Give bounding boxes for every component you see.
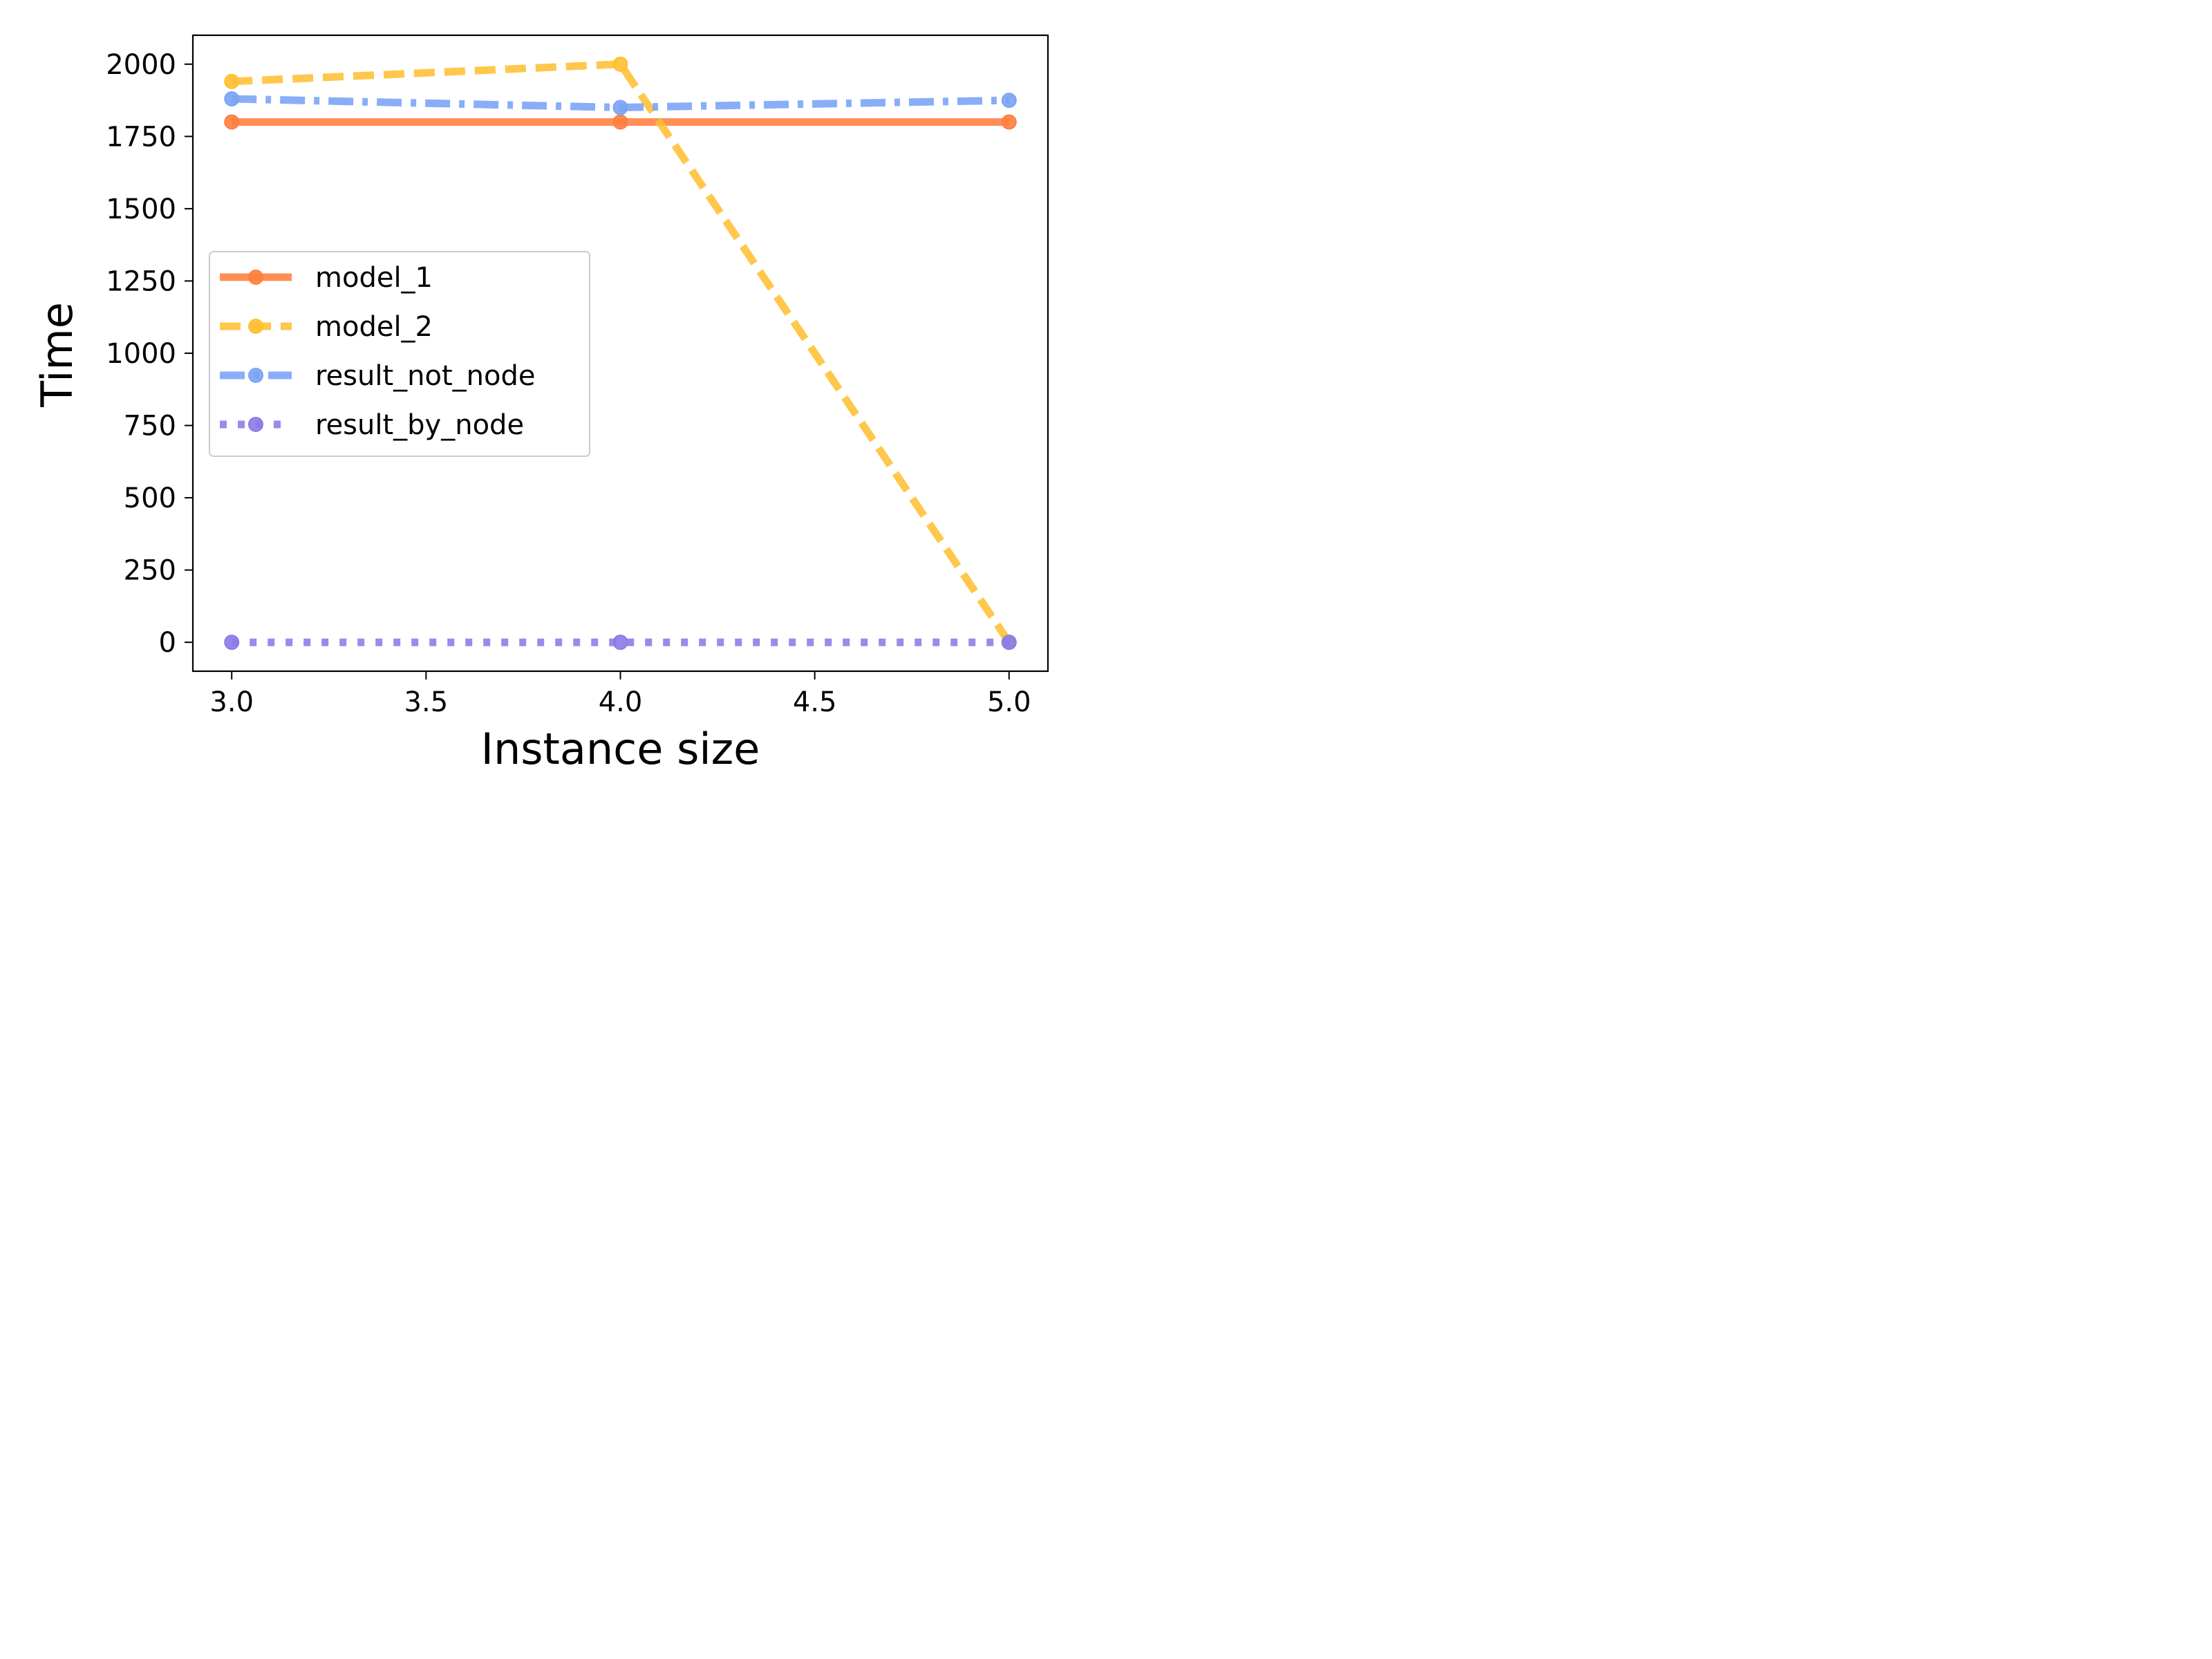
data-point-model-1 [1001, 114, 1017, 130]
y-tick-label: 500 [124, 482, 176, 514]
data-point-result-not-node [612, 100, 628, 115]
y-tick-label: 1000 [106, 338, 176, 370]
legend-marker-result-not-node [248, 368, 263, 383]
legend-marker-result-by-node [248, 417, 263, 432]
y-tick-label: 0 [159, 627, 176, 659]
y-tick-label: 1500 [106, 194, 176, 225]
legend-label-result-not-node: result_not_node [315, 360, 536, 392]
x-axis-label: Instance size [481, 724, 760, 774]
data-point-result-not-node [224, 91, 240, 106]
x-tick-label: 4.0 [599, 686, 643, 718]
data-point-model-2 [612, 56, 628, 72]
data-point-result-not-node [1001, 93, 1017, 109]
legend-label-model-2: model_2 [315, 311, 433, 343]
chart: 3.0 3.5 4.0 4.5 5.0 0 250 500 750 1000 1250 1500 175… [0, 0, 1083, 812]
y-tick-label: 2000 [106, 49, 176, 81]
ticks-layer: 3.0 3.5 4.0 4.5 5.0 0 250 500 750 1000 1250 1500 175… [106, 49, 1031, 718]
y-tick-label: 1250 [106, 265, 176, 297]
y-tick-label: 1750 [106, 121, 176, 153]
legend-box [209, 251, 590, 457]
x-tick-label: 3.5 [404, 686, 449, 718]
legend-label-model-1: model_1 [315, 262, 433, 294]
y-tick-label: 250 [124, 555, 176, 587]
y-tick-label: 750 [124, 411, 176, 442]
x-tick-label: 5.0 [987, 686, 1031, 718]
legend-marker-model-2 [248, 319, 263, 334]
data-point-model-2 [224, 73, 240, 89]
data-point-model-1 [224, 114, 240, 130]
data-point-result-by-node [224, 635, 240, 650]
data-point-result-by-node [612, 635, 628, 650]
y-axis-label: Time [32, 302, 82, 408]
legend-label-result-by-node: result_by_node [315, 409, 524, 441]
series-line-model-2 [231, 60, 1013, 645]
series-layer [224, 56, 1017, 650]
data-point-model-1 [612, 114, 628, 130]
data-point-result-by-node [1001, 635, 1017, 650]
legend-marker-model-1 [248, 270, 263, 285]
legend: model_1 model_2 result_not_node result_by_n… [209, 251, 590, 457]
x-tick-label: 3.0 [209, 686, 254, 718]
x-tick-label: 4.5 [793, 686, 837, 718]
